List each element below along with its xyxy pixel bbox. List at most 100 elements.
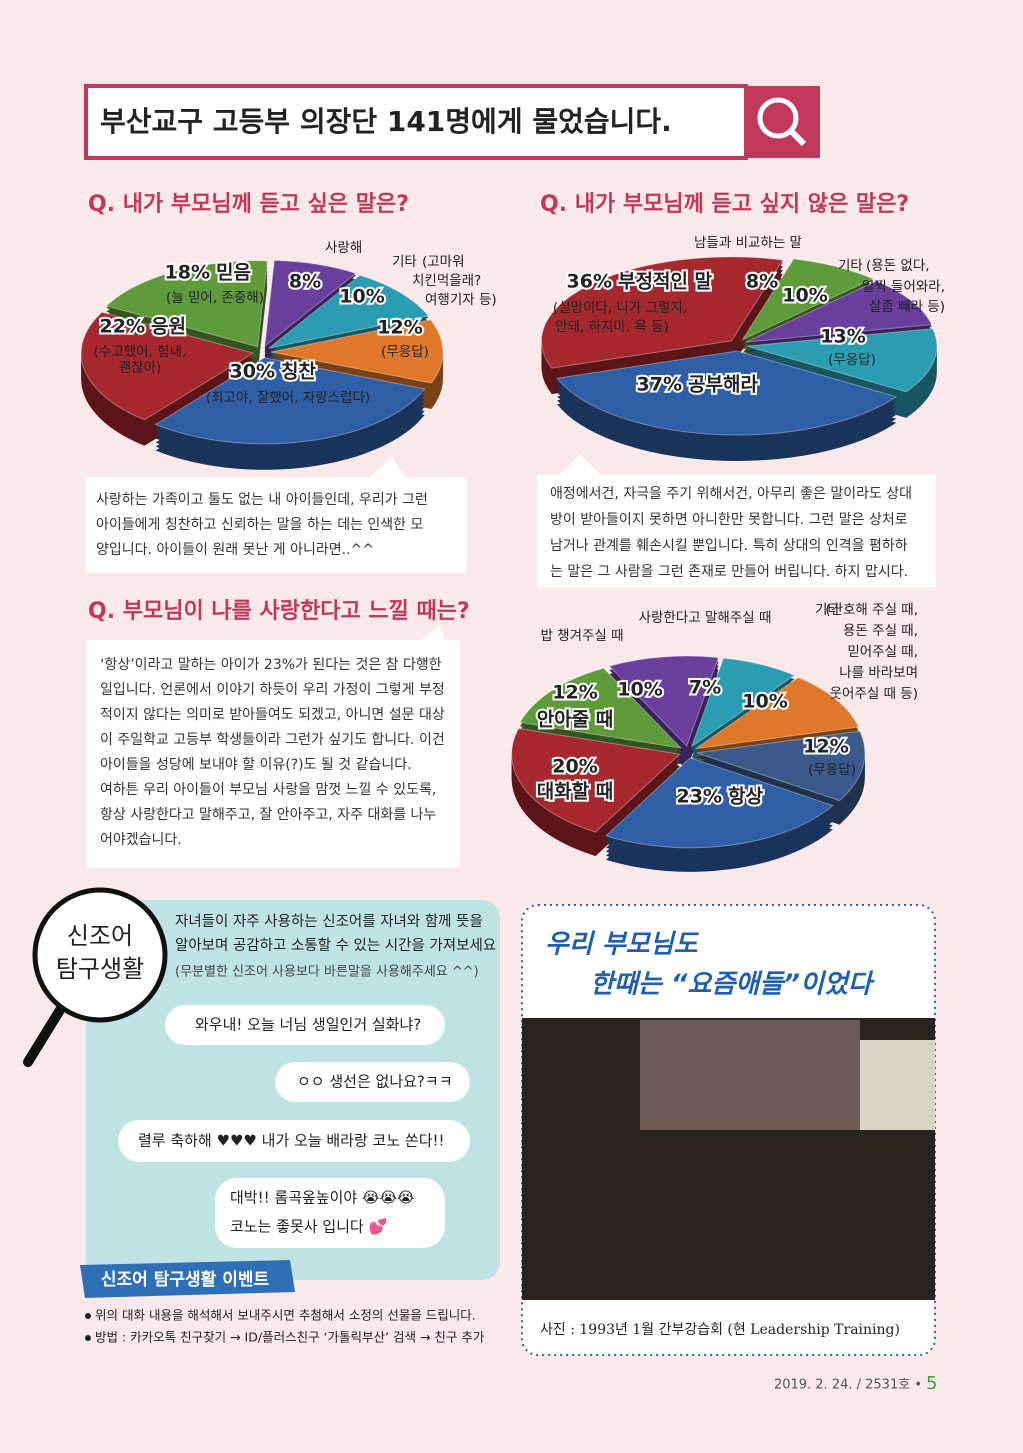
slice-label: 사랑해	[325, 240, 362, 256]
slice-note: (용돈 없다,	[866, 258, 930, 274]
value-label: 10%	[339, 286, 384, 308]
slice-note: 안돼, 하지마, 욕 등)	[555, 319, 669, 335]
pie-slice	[105, 260, 268, 348]
pie-slice	[541, 256, 784, 369]
badge-text: 탐구생활	[56, 955, 144, 983]
slice-label: 대화할 때	[537, 780, 614, 803]
chat-bubble	[275, 1062, 470, 1102]
comment-bubble	[85, 457, 467, 573]
slice-label: 믿음	[216, 262, 251, 284]
badge-handle	[23, 1005, 65, 1067]
slice-note: (늘 믿어, 존중해)	[166, 290, 264, 306]
photo-title: 한때는 “요즘애들”이었다	[590, 970, 875, 1000]
chat-bubble	[215, 1178, 445, 1248]
slang-intro: 자녀들이 자주 사용하는 신조어를 자녀와 함께 뜻을	[175, 913, 483, 930]
event-bullet: 위의 대화 내용을 해석해서 보내주시면 추첨해서 소정의 선물을 드립니다.	[95, 1308, 476, 1323]
photo-poster	[860, 1040, 935, 1130]
search-icon-handle	[788, 128, 807, 147]
value-label: 8%	[289, 271, 321, 293]
pie-slice	[690, 657, 796, 748]
chat-bubble	[165, 1005, 445, 1045]
slice-note: (고마워	[422, 254, 465, 270]
value-label: 10%	[742, 691, 787, 713]
photo-title: 우리 부모님도	[545, 930, 700, 960]
value-label: 7%	[689, 677, 721, 699]
value-label: 30%	[230, 361, 275, 383]
chat-text: 코노는 좋못사 입니다 💕	[230, 1218, 387, 1236]
slice-label: 남들과 비교하는 말	[694, 235, 802, 251]
chat-text: ㅇㅇ 생선은 없나요?ㅋㅋ	[297, 1073, 453, 1091]
chat-text: 대박!! 롬곡옾높이야 😭😭😭	[230, 1189, 415, 1207]
comment-text: 아이들에게 칭찬하고 신뢰하는 말을 하는 데는 인색한 모	[96, 517, 424, 533]
value-label: 10%	[782, 285, 827, 307]
event-banner	[80, 1260, 295, 1298]
slice-label: 사랑한다고 말해주실 때	[639, 610, 772, 626]
pie-slice	[696, 730, 866, 802]
pie-slice	[605, 757, 834, 849]
slice-label: 응원	[151, 316, 186, 338]
event-title: 신조어 탐구생활 이벤트	[101, 1269, 270, 1290]
pie-slice	[511, 727, 681, 833]
value-label: 36%	[567, 271, 612, 293]
slice-label: 칭찬	[281, 361, 316, 383]
comment-text: 사랑하는 가족이고 둘도 없는 내 아이들인데, 우리가 그런	[96, 492, 428, 508]
comment-text: 일입니다. 언론에서 이야기 하듯이 우리 가정이 그렇게 부정	[100, 682, 445, 698]
slice-note: 여행기자 등)	[425, 292, 497, 308]
slice-label: 항상	[728, 786, 763, 808]
header-box	[84, 84, 748, 160]
value-label: 12%	[377, 317, 422, 339]
value-label: 23%	[677, 786, 722, 808]
page-number: 5	[926, 1373, 937, 1394]
slice-note: 일찍 들어와라,	[862, 279, 945, 295]
comment-bubble	[537, 454, 936, 588]
comment-text: 어야겠습니다.	[100, 832, 182, 848]
comment-text: 는 말은 그 사람을 그런 존재로 만들어 버립니다. 하지 맙시다.	[550, 564, 908, 580]
bullet-dot	[85, 1313, 91, 1319]
chat-text: 와우내! 오늘 너님 생일인거 실화냐?	[195, 1016, 421, 1034]
value-label: 8%	[746, 271, 778, 293]
value-label: 22%	[100, 316, 145, 338]
slice-note: 살좀 빼라 등)	[869, 299, 945, 315]
chat-text: 렬루 축하해 ♥♥♥ 내가 오늘 배라랑 코노 쏜다!!	[138, 1132, 445, 1150]
slice-label: (무응답)	[381, 344, 429, 360]
value-label: 37%	[637, 374, 682, 396]
comment-text: 적이지 않다는 의미로 받아들여도 되겠고, 아니면 설문 대상	[100, 707, 445, 723]
slice-note: 용돈 주실 때,	[843, 623, 918, 639]
pie-slice	[741, 258, 875, 341]
value-label: 12%	[552, 682, 597, 704]
comment-text: 남거나 관계를 훼손시킬 뿐입니다. 특히 상대의 인격을 폄하하	[550, 538, 908, 554]
slice-label: 공부해라	[688, 374, 758, 396]
comment-text: 아이들을 성당에 보내야 할 이유(?)도 될 것 같습니다.	[100, 757, 412, 773]
photo-wall	[640, 1020, 860, 1130]
value-label: 18%	[165, 262, 210, 284]
slice-note: (간호해 주실 때,	[825, 602, 918, 618]
badge-text: 신조어	[67, 922, 133, 950]
pie-slice	[270, 319, 444, 384]
bullet-dot	[85, 1335, 91, 1341]
comment-text: 방이 받아들이지 못하면 아니한만 못합니다. 그런 말은 상처로	[550, 512, 908, 528]
value-label: 13%	[820, 326, 865, 348]
chat-bubble	[118, 1120, 470, 1162]
search-box	[746, 86, 820, 158]
slice-label: 기타	[838, 258, 863, 274]
value-label: 10%	[617, 679, 662, 701]
pie-slice	[556, 350, 898, 436]
slice-note: 치킨먹을래?	[412, 273, 481, 289]
pie-slice	[746, 328, 938, 393]
value-label: 20%	[552, 756, 597, 778]
comment-text: 이 주일학교 고등부 학생들이라 그런가 싶기도 합니다. 이건	[100, 732, 445, 748]
slice-note: (수고했어, 힘내,	[94, 344, 187, 360]
slice-label: 기타	[815, 602, 840, 618]
slice-label: (무응답)	[828, 352, 876, 368]
header-title: 부산교구 고등부 의장단 141명에게 물었습니다.	[100, 105, 672, 138]
slice-note: 나를 바라보며	[839, 665, 918, 681]
question-title: Q. 내가 부모님께 듣고 싶은 말은?	[88, 192, 409, 217]
slang-intro: 알아보며 공감하고 소통할 수 있는 시간을 가져보세요	[175, 937, 496, 954]
event-bullet: 방법 : 카카오톡 친구찾기 → ID/플러스친구 ‘가톨릭부산’ 검색 → 친…	[95, 1330, 485, 1345]
comment-bubble	[86, 625, 460, 868]
search-icon	[757, 97, 799, 139]
slice-note: (실망이다, 니가 그렇지,	[553, 300, 687, 316]
slice-label: 부정적인 말	[618, 271, 713, 293]
